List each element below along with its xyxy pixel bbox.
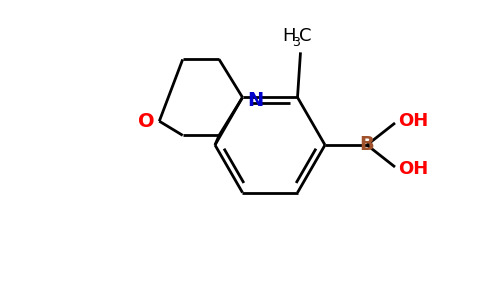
Text: N: N	[247, 91, 264, 110]
Text: O: O	[137, 112, 154, 131]
Text: OH: OH	[398, 160, 428, 178]
Text: 3: 3	[292, 36, 301, 50]
Text: B: B	[360, 136, 375, 154]
Text: H: H	[283, 27, 296, 45]
Text: OH: OH	[398, 112, 428, 130]
Text: C: C	[299, 27, 311, 45]
